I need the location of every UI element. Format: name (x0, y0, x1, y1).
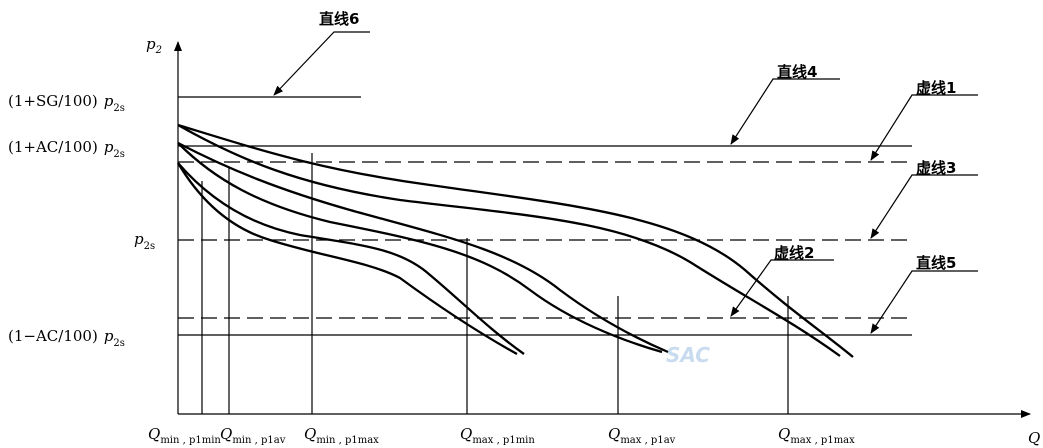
curve-large-lower (177, 123, 841, 357)
curve-small-lower (177, 162, 518, 356)
callout-leader-line5 (870, 270, 978, 334)
callout-dash2: 虚线2 (774, 244, 814, 262)
x-axis-label: Q (1028, 429, 1040, 447)
callout-line6: 直线6 (319, 10, 359, 28)
curve-mid-upper (177, 141, 669, 354)
x-label-q-min-p1max: Qmin , p1max (304, 425, 379, 446)
callout-leader-line4 (730, 78, 840, 145)
y-axis-label: p2 (146, 35, 162, 56)
curve-large-upper (177, 123, 854, 358)
x-label-q-max-p1min: Qmax , p1min (460, 425, 535, 446)
callout-dash1: 虚线1 (916, 79, 956, 97)
callout-dash3: 虚线3 (916, 159, 956, 177)
y-label-base: p2s (134, 230, 155, 252)
curve-small-upper (177, 162, 525, 355)
x-label-q-min-p1min: Qmin , p1min (148, 425, 221, 446)
callout-line5: 直线5 (916, 254, 956, 272)
callout-leader-dash2 (730, 259, 834, 317)
callout-leader-dash3 (870, 174, 978, 239)
curve-mid-lower (177, 142, 663, 354)
y-label-ac-minus: (1−AC/100) p2s (8, 327, 125, 349)
callout-leader-dash1 (870, 94, 978, 161)
y-label-ac-plus: (1+AC/100) p2s (8, 138, 125, 160)
x-label-q-max-p1av: Qmax , p1av (608, 425, 676, 446)
x-label-q-max-p1max: Qmax , p1max (778, 425, 855, 446)
sac-watermark: SAC (666, 343, 710, 367)
callout-leader-line6 (273, 31, 370, 96)
callout-line4: 直线4 (777, 63, 817, 81)
y-label-sg: (1+SG/100) p2s (8, 92, 125, 114)
x-label-q-min-p1av: Qmin , p1av (220, 425, 286, 446)
